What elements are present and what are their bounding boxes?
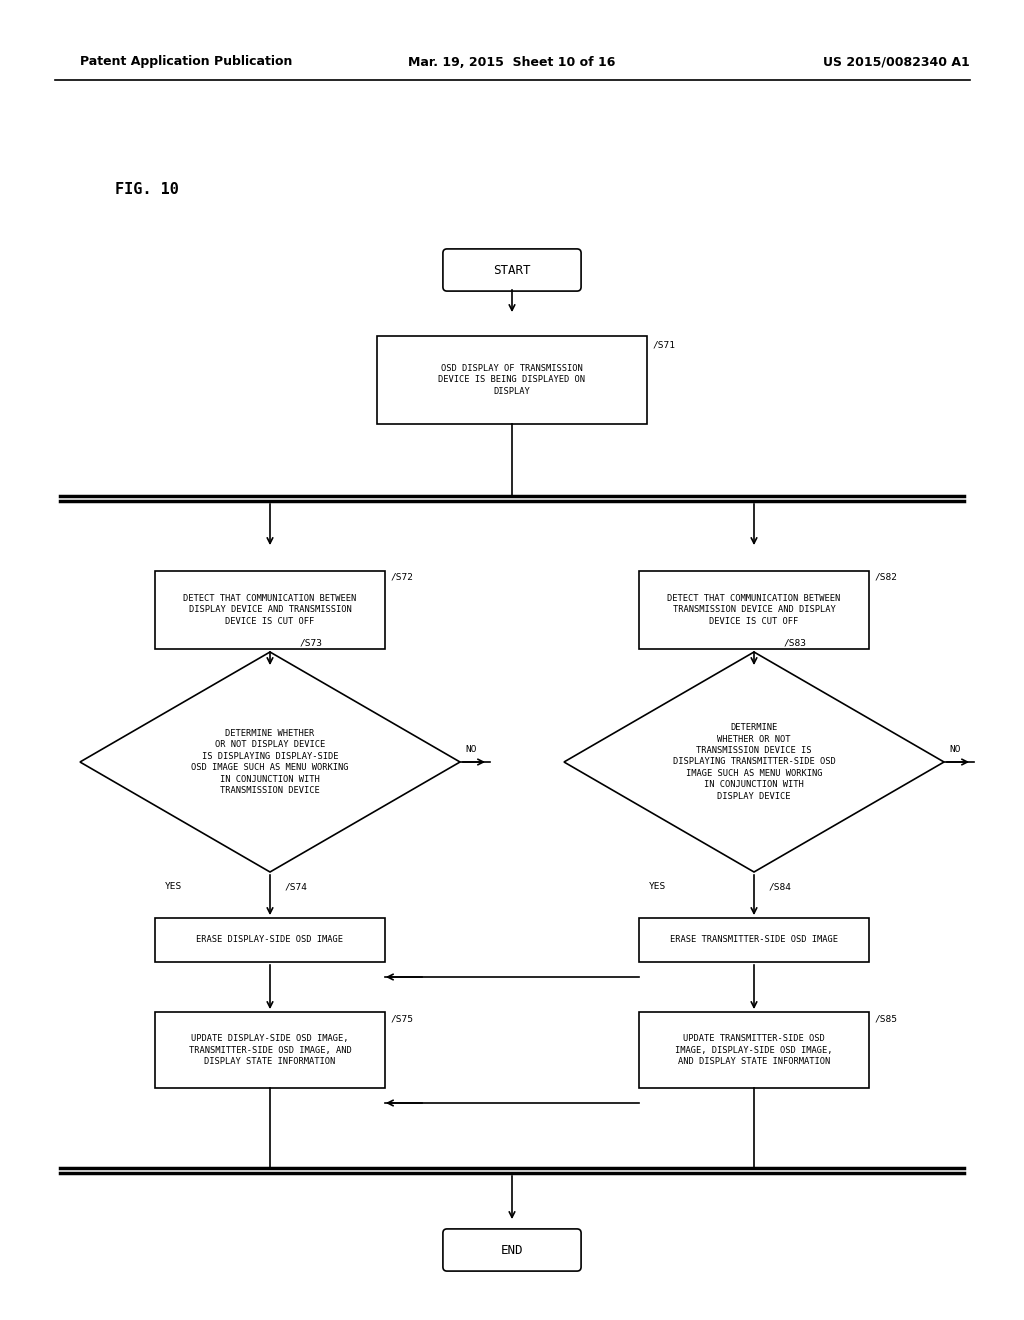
- FancyBboxPatch shape: [443, 1229, 581, 1271]
- Text: NO: NO: [949, 744, 961, 754]
- Text: DETECT THAT COMMUNICATION BETWEEN
TRANSMISSION DEVICE AND DISPLAY
DEVICE IS CUT : DETECT THAT COMMUNICATION BETWEEN TRANSM…: [668, 594, 841, 626]
- FancyBboxPatch shape: [443, 249, 581, 292]
- Text: DETERMINE WHETHER
OR NOT DISPLAY DEVICE
IS DISPLAYING DISPLAY-SIDE
OSD IMAGE SUC: DETERMINE WHETHER OR NOT DISPLAY DEVICE …: [191, 729, 349, 795]
- Bar: [155, 572, 385, 649]
- Bar: [639, 917, 869, 962]
- Text: YES: YES: [649, 882, 667, 891]
- Bar: [377, 337, 647, 424]
- Text: ERASE TRANSMITTER-SIDE OSD IMAGE: ERASE TRANSMITTER-SIDE OSD IMAGE: [670, 936, 838, 945]
- Text: Patent Application Publication: Patent Application Publication: [80, 55, 293, 69]
- Text: YES: YES: [165, 882, 182, 891]
- Text: END: END: [501, 1243, 523, 1257]
- Text: START: START: [494, 264, 530, 276]
- Text: /S71: /S71: [653, 341, 676, 350]
- Text: /S72: /S72: [391, 573, 414, 582]
- Text: /S74: /S74: [285, 882, 308, 891]
- Polygon shape: [564, 652, 944, 873]
- Text: /S75: /S75: [391, 1014, 414, 1023]
- Text: UPDATE TRANSMITTER-SIDE OSD
IMAGE, DISPLAY-SIDE OSD IMAGE,
AND DISPLAY STATE INF: UPDATE TRANSMITTER-SIDE OSD IMAGE, DISPL…: [675, 1034, 833, 1067]
- Bar: [155, 1012, 385, 1088]
- Text: NO: NO: [465, 744, 476, 754]
- Text: /S82: /S82: [874, 573, 898, 582]
- Text: /S84: /S84: [769, 882, 792, 891]
- Text: /S85: /S85: [874, 1014, 898, 1023]
- Text: DETERMINE
WHETHER OR NOT
TRANSMISSION DEVICE IS
DISPLAYING TRANSMITTER-SIDE OSD
: DETERMINE WHETHER OR NOT TRANSMISSION DE…: [673, 723, 836, 801]
- Bar: [639, 1012, 869, 1088]
- Text: FIG. 10: FIG. 10: [115, 182, 179, 198]
- Text: OSD DISPLAY OF TRANSMISSION
DEVICE IS BEING DISPLAYED ON
DISPLAY: OSD DISPLAY OF TRANSMISSION DEVICE IS BE…: [438, 364, 586, 396]
- Text: /S73: /S73: [300, 638, 323, 647]
- Polygon shape: [80, 652, 460, 873]
- Text: /S83: /S83: [784, 638, 807, 647]
- Text: Mar. 19, 2015  Sheet 10 of 16: Mar. 19, 2015 Sheet 10 of 16: [409, 55, 615, 69]
- Text: UPDATE DISPLAY-SIDE OSD IMAGE,
TRANSMITTER-SIDE OSD IMAGE, AND
DISPLAY STATE INF: UPDATE DISPLAY-SIDE OSD IMAGE, TRANSMITT…: [188, 1034, 351, 1067]
- Bar: [639, 572, 869, 649]
- Text: US 2015/0082340 A1: US 2015/0082340 A1: [823, 55, 970, 69]
- Bar: [155, 917, 385, 962]
- Text: ERASE DISPLAY-SIDE OSD IMAGE: ERASE DISPLAY-SIDE OSD IMAGE: [197, 936, 343, 945]
- Text: DETECT THAT COMMUNICATION BETWEEN
DISPLAY DEVICE AND TRANSMISSION
DEVICE IS CUT : DETECT THAT COMMUNICATION BETWEEN DISPLA…: [183, 594, 356, 626]
